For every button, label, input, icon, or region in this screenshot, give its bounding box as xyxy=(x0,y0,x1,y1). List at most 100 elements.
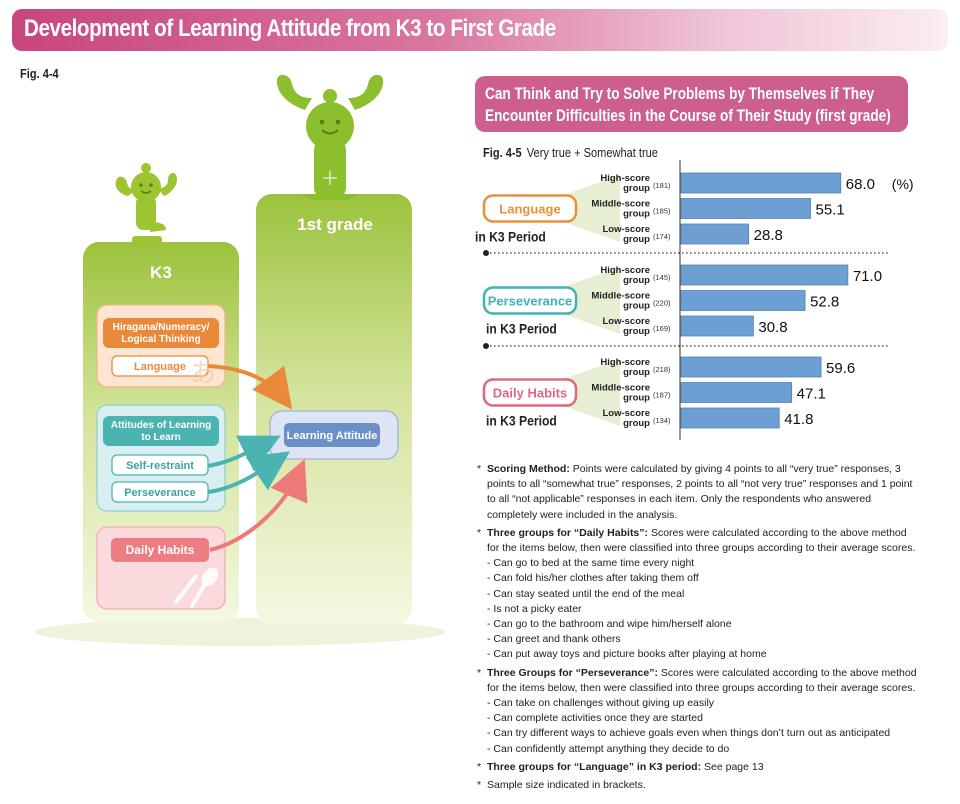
floor-shadow xyxy=(35,618,445,646)
group-name: Perseverance xyxy=(488,294,573,309)
group-suffix: in K3 Period xyxy=(475,229,546,245)
bar-label: High-score xyxy=(600,265,650,276)
group-pill xyxy=(482,378,578,407)
k3-column-title: K3 xyxy=(150,263,172,282)
note-pers-item: - Can take on challenges without giving … xyxy=(487,697,715,710)
fig-4-5-title-box: Can Think and Try to Solve Problems by T… xyxy=(475,76,908,132)
fig-4-5-label: Fig. 4-5 Very true + Somewhat true xyxy=(483,145,658,160)
group-name: Language xyxy=(499,202,560,217)
note-pers-text: Scores were calculated according to the … xyxy=(487,666,917,694)
perseverance-label: Perseverance xyxy=(124,487,196,499)
first-grade-character xyxy=(276,74,384,200)
bar-sample-size: (181) xyxy=(653,181,671,190)
group-pill xyxy=(482,286,578,315)
separator-dot xyxy=(483,250,489,256)
separator-dot xyxy=(483,343,489,349)
attitudes-header-line2: to Learn xyxy=(141,432,180,443)
note-daily-item: - Can stay seated until the end of the m… xyxy=(487,587,685,600)
bar xyxy=(680,315,754,337)
group-wedge xyxy=(565,267,620,334)
bar-label: group xyxy=(623,367,650,378)
bar-value: 55.1 xyxy=(815,202,844,219)
note-asterisk: * xyxy=(477,760,482,773)
k3-character xyxy=(115,163,178,244)
note-daily-item: - Can greet and thank others xyxy=(487,633,621,646)
note-daily-item: - Is not a picky eater xyxy=(487,602,582,615)
note-asterisk: * xyxy=(477,666,482,679)
note-pers-list: - Can take on challenges without giving … xyxy=(487,696,917,757)
note-pers-item: - Can confidently attempt anything they … xyxy=(487,742,730,755)
bar-label: group xyxy=(623,326,650,337)
bar-label: group xyxy=(623,209,650,220)
fig-4-4-diagram: K3 1st grade Hiragana/Numeracy/ Logical … xyxy=(35,74,445,646)
attitudes-header-line1: Attitudes of Learning xyxy=(111,420,212,431)
bar-value: 52.8 xyxy=(810,294,839,311)
group-suffix: in K3 Period xyxy=(486,413,557,429)
learning-attitude-label: Learning Attitude xyxy=(287,430,378,442)
note-pers-title: Three Groups for “Perseverance”: xyxy=(487,666,658,679)
bar-label: group xyxy=(623,301,650,312)
note-daily: * Three groups for “Daily Habits”: Score… xyxy=(477,526,917,663)
first-grade-column-title: 1st grade xyxy=(297,215,373,234)
self-restraint-label: Self-restraint xyxy=(126,460,194,472)
bar xyxy=(680,382,793,403)
group-name: Daily Habits xyxy=(493,386,567,401)
self-restraint-arrow xyxy=(207,435,281,472)
group-wedge xyxy=(565,359,620,426)
note-daily-title: Three groups for “Daily Habits”: xyxy=(487,526,649,539)
bar-sample-size: (174) xyxy=(653,232,671,241)
bar-label: group xyxy=(623,183,650,194)
note-pers-item: - Can complete activities once they are … xyxy=(487,712,703,725)
header-banner: Development of Learning Attitude from K3… xyxy=(12,9,948,51)
bar-label: group xyxy=(623,393,650,404)
note-lang-title: Three groups for “Language” in K3 period… xyxy=(487,760,702,773)
note-daily-item: - Can put away toys and picture books af… xyxy=(487,648,767,661)
bar-label: group xyxy=(623,234,650,245)
note-daily-item: - Can go to the bathroom and wipe him/he… xyxy=(487,618,732,631)
language-arrow xyxy=(207,364,293,410)
bar-sample-size: (220) xyxy=(653,299,671,308)
bar-sample-size: (185) xyxy=(653,207,671,216)
daily-habits-label: Daily Habits xyxy=(126,543,195,557)
bar-label: Middle-score xyxy=(591,199,650,210)
bar xyxy=(680,407,780,429)
daily-habits-pill xyxy=(111,538,209,562)
bar-sample-size: (134) xyxy=(653,416,671,425)
bar-sample-size: (169) xyxy=(653,324,671,333)
note-perseverance: * Three Groups for “Perseverance”: Score… xyxy=(477,666,917,757)
bar-value: 71.0 xyxy=(853,268,882,285)
bar-value: 30.8 xyxy=(758,319,787,336)
group-pill xyxy=(482,194,578,223)
utensils-icon xyxy=(174,567,219,608)
fig-4-5-subtitle: Very true + Somewhat true xyxy=(526,145,658,160)
bar xyxy=(680,223,750,245)
bar-label: High-score xyxy=(600,173,650,184)
note-daily-list: - Can go to bed at the same time every n… xyxy=(487,556,917,662)
bar-label: Low-score xyxy=(602,224,650,235)
bar-label: Low-score xyxy=(602,408,650,419)
note-daily-text: Scores were calculated according to the … xyxy=(487,526,916,555)
bar-label: Middle-score xyxy=(591,291,650,302)
bar-value: 59.6 xyxy=(826,360,855,377)
note-sample: * Sample size indicated in brackets. xyxy=(477,778,917,793)
bar-sample-size: (145) xyxy=(653,273,671,282)
daily-habits-arrow xyxy=(209,458,308,552)
bar-value: 28.8 xyxy=(754,227,783,244)
note-daily-item: - Can fold his/her clothes after taking … xyxy=(487,572,699,585)
note-asterisk: * xyxy=(477,779,482,792)
bar-value: 47.1 xyxy=(797,386,826,403)
unit-label: (%) xyxy=(892,176,914,192)
page-title: Development of Learning Attitude from K3… xyxy=(24,15,556,42)
fig-4-5-title-line2: Encounter Difficulties in the Course of … xyxy=(485,106,891,125)
note-asterisk: * xyxy=(477,526,482,539)
bar xyxy=(680,172,842,194)
attitudes-header xyxy=(103,416,219,446)
group-wedge xyxy=(565,175,620,242)
bar-label: Low-score xyxy=(602,316,650,327)
fig-4-5-title-line1: Can Think and Try to Solve Problems by T… xyxy=(485,84,875,103)
hiragana-watermark: あ xyxy=(190,358,216,388)
notes-section: * Scoring Method: Points were calculated… xyxy=(477,462,917,793)
bar-sample-size: (187) xyxy=(653,391,671,400)
bar-label: High-score xyxy=(600,357,650,368)
